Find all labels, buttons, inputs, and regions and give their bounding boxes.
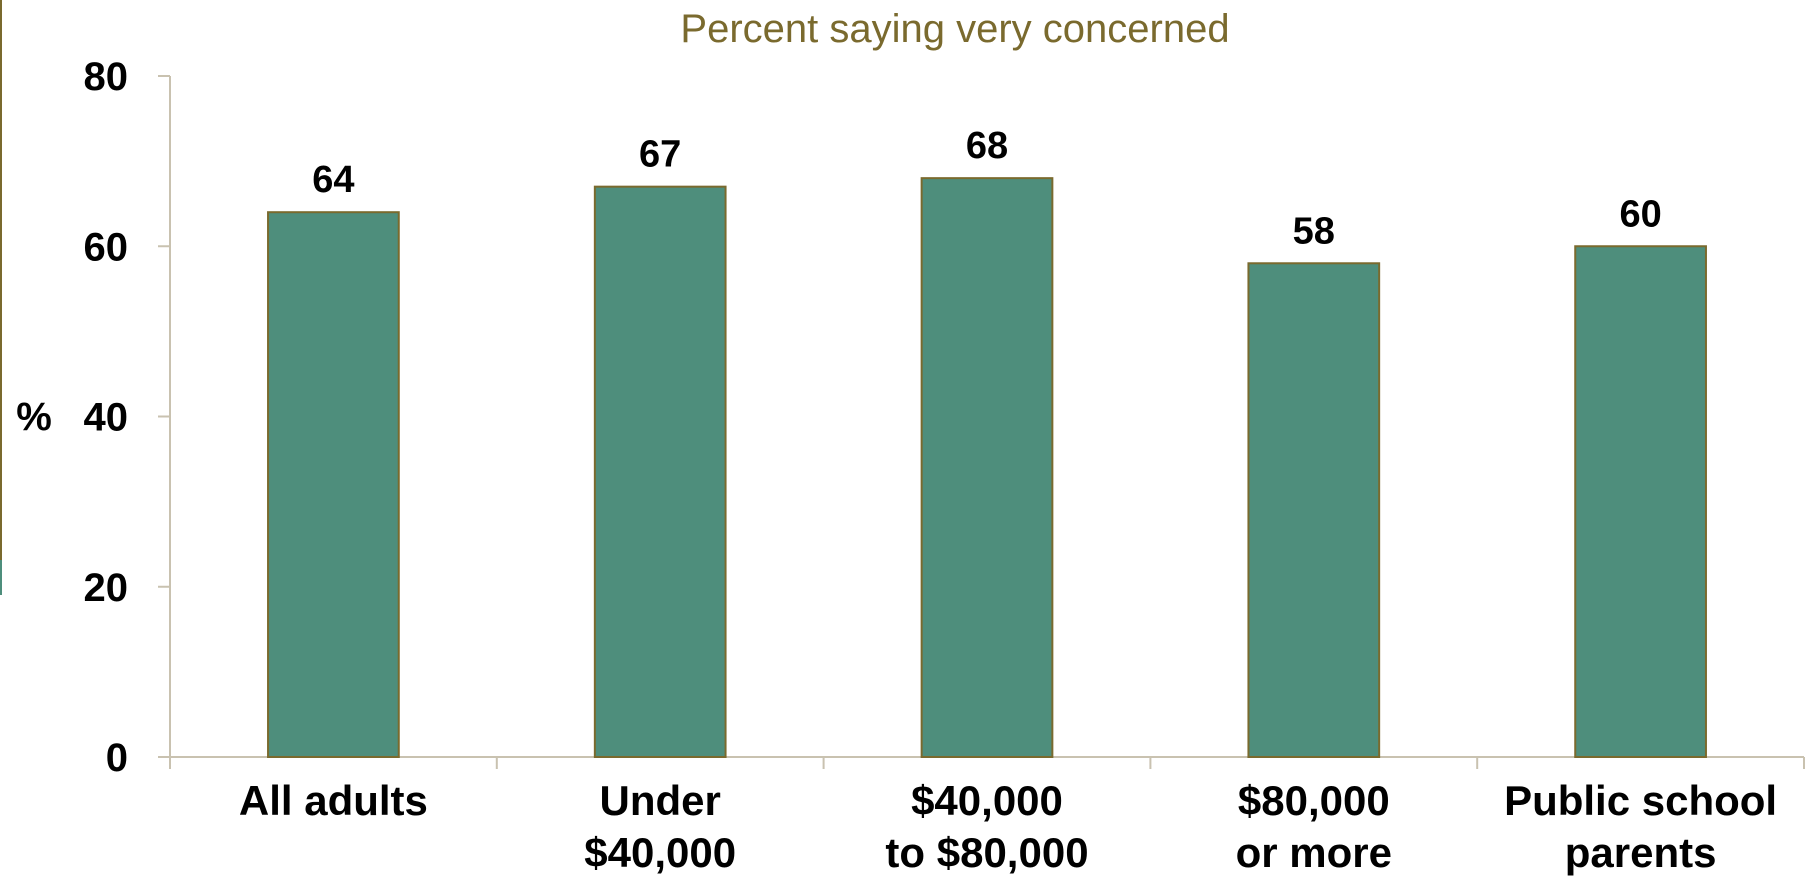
y-axis-label: % — [16, 395, 52, 439]
bar — [267, 211, 400, 758]
y-tick-label: 80 — [84, 55, 129, 99]
y-tick-label: 0 — [106, 736, 128, 780]
data-label: 64 — [312, 159, 354, 201]
bar — [1574, 245, 1707, 758]
chart-title: Percent saying very concerned — [680, 7, 1229, 51]
axes: 0 20 40 60 80 — [84, 55, 1805, 780]
x-tick-label: Public school — [1504, 777, 1777, 824]
x-tick-label: parents — [1565, 829, 1717, 876]
x-tick-label: or more — [1236, 829, 1392, 876]
data-label: 58 — [1293, 210, 1335, 252]
x-tick-label: $40,000 — [911, 777, 1063, 824]
y-tick-label: 20 — [84, 566, 129, 610]
y-tick-label: 40 — [84, 396, 129, 440]
x-tick-label: $80,000 — [1238, 777, 1390, 824]
x-tick-label: $40,000 — [584, 829, 736, 876]
x-tick-label: to $80,000 — [885, 829, 1088, 876]
data-label: 67 — [639, 134, 681, 176]
data-label: 68 — [966, 125, 1008, 167]
bar — [593, 185, 727, 759]
bars — [267, 177, 1707, 759]
y-tick-label: 60 — [84, 225, 129, 269]
x-tick-label: All adults — [239, 777, 428, 824]
bar — [1247, 262, 1381, 758]
x-tick-label: Under — [600, 777, 721, 824]
data-label: 60 — [1619, 193, 1661, 235]
bar — [920, 177, 1054, 758]
labels: 64 All adults 67 Under $40,000 68 $40,000 to $8… — [239, 125, 1777, 876]
